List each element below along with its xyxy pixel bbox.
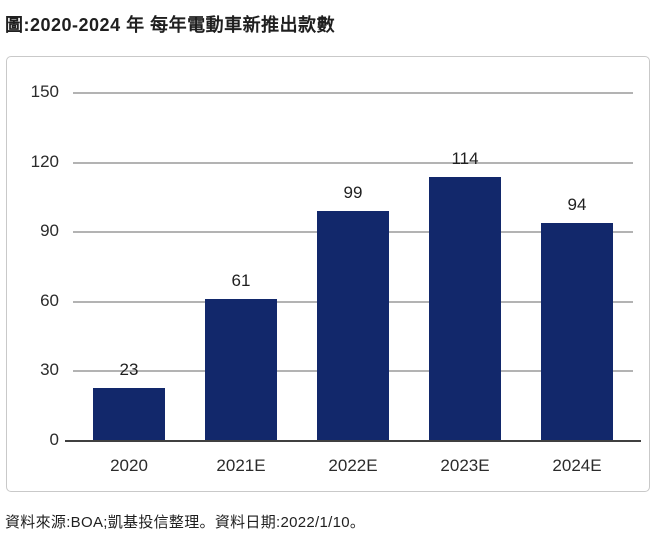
- bar-2021E: [205, 299, 277, 441]
- y-tick-label-30: 30: [40, 360, 59, 380]
- x-axis-baseline: [65, 440, 641, 442]
- bar-value-label-2022E: 99: [343, 183, 363, 203]
- x-category-label-2023E: 2023E: [440, 456, 490, 475]
- chart-title: 圖:2020-2024 年 每年電動車新推出款數: [5, 15, 336, 35]
- bar-2023E: [429, 176, 501, 441]
- bar-2020: [93, 387, 165, 441]
- bar-value-label-2020: 23: [119, 359, 139, 379]
- y-tick-label-60: 60: [40, 290, 59, 310]
- gridline-150: [73, 92, 633, 94]
- x-category-label-2024E: 2024E: [552, 456, 602, 475]
- bar-2024E: [541, 222, 613, 441]
- bar-value-label-2023E: 114: [451, 148, 479, 168]
- x-category-label-2020: 2020: [110, 456, 148, 475]
- y-tick-label-150: 150: [30, 82, 59, 101]
- bar-chart-plot-area: 0 30 60 90 120 150 23 2020 61 2021E 99 2022E 114 2023…: [7, 57, 649, 491]
- y-tick-label-0: 0: [49, 430, 59, 449]
- x-category-label-2021E: 2021E: [216, 456, 266, 475]
- bar-value-label-2021E: 61: [231, 271, 251, 291]
- y-tick-label-120: 120: [30, 151, 59, 171]
- x-category-label-2022E: 2022E: [328, 456, 378, 475]
- gridline-120: [73, 161, 633, 164]
- bar-value-label-2024E: 94: [567, 194, 587, 214]
- source-note: 資料來源:BOA;凱基投信整理。資料日期:2022/1/10。: [5, 514, 366, 531]
- y-tick-label-90: 90: [40, 221, 59, 241]
- bar-2022E: [317, 211, 389, 441]
- chart-box: 0 30 60 90 120 150 23 2020 61 2021E 99 2022E 114 2023…: [6, 56, 650, 492]
